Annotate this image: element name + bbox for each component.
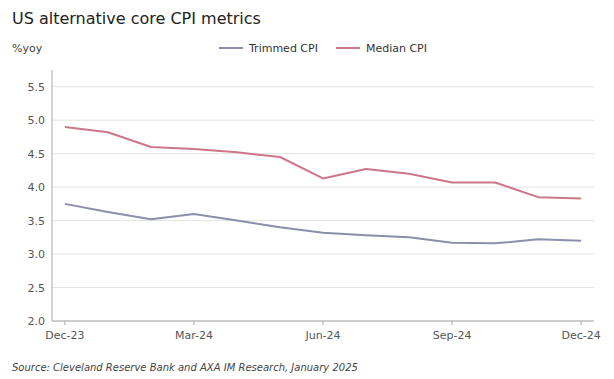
x-tick-label: Mar-24 <box>175 329 213 342</box>
series-line <box>65 127 581 199</box>
series-line <box>65 204 581 243</box>
grid <box>52 87 594 321</box>
x-tick <box>452 321 453 325</box>
y-tick-label: 2.0 <box>28 315 46 328</box>
y-tick-label: 3.5 <box>28 215 46 228</box>
grid-line <box>52 220 594 221</box>
annotation: Source: Cleveland Reserve Bank and AXA I… <box>12 362 358 373</box>
x-tick-label: Sep-24 <box>433 329 472 342</box>
x-tick <box>193 321 194 325</box>
y-tick-label: 3.0 <box>28 248 46 261</box>
legend-swatch <box>219 47 243 49</box>
grid-line <box>52 153 594 154</box>
y-axis-line <box>52 70 53 321</box>
grid-line <box>52 254 594 255</box>
y-axis-label: %yoy <box>12 42 43 55</box>
chart: US alternative core CPI metrics %yoy 2.0 2.… <box>0 0 614 379</box>
y-tick-label: 5.0 <box>28 114 46 127</box>
legend-label: Median CPI <box>366 42 427 55</box>
y-tick-label: 2.5 <box>28 282 46 295</box>
x-tick <box>323 321 324 325</box>
x-tick-label: Dec-24 <box>561 329 600 342</box>
x-tick <box>64 321 65 325</box>
legend-item: Trimmed CPI <box>219 42 318 55</box>
x-tick <box>581 321 582 325</box>
grid-line <box>52 287 594 288</box>
grid-line <box>52 120 594 121</box>
legend: Trimmed CPI Median CPI <box>219 42 427 55</box>
y-tick-label: 4.0 <box>28 181 46 194</box>
legend-label: Trimmed CPI <box>248 42 318 55</box>
x-tick-label: Dec-23 <box>45 329 84 342</box>
y-tick-label: 4.5 <box>28 148 46 161</box>
x-tick-label: Jun-24 <box>304 329 340 342</box>
legend-swatch <box>336 47 360 49</box>
plot-area <box>65 127 581 243</box>
legend-item: Median CPI <box>336 42 427 55</box>
title: US alternative core CPI metrics <box>12 9 261 28</box>
y-tick-label: 5.5 <box>28 81 46 94</box>
grid-line <box>52 86 594 87</box>
